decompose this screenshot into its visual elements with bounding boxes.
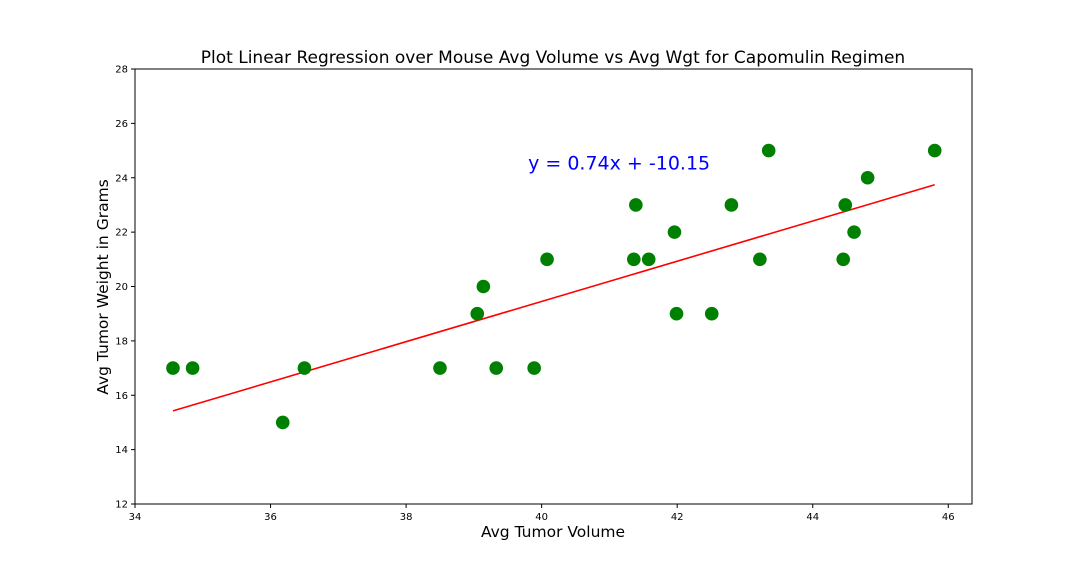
data-point — [836, 252, 851, 267]
x-tick-label: 46 — [942, 512, 955, 523]
y-tick-label: 12 — [115, 500, 128, 511]
regression-layer — [172, 183, 935, 412]
data-point — [753, 252, 767, 267]
data-point — [927, 143, 942, 158]
x-axis: 34 36 38 40 42 44 46 — [129, 504, 955, 523]
data-point — [540, 252, 554, 267]
x-tick-label: 36 — [264, 512, 277, 523]
data-point — [704, 306, 719, 321]
data-point — [860, 170, 875, 185]
y-tick-label: 22 — [115, 228, 128, 239]
data-point — [641, 252, 656, 267]
y-tick-label: 18 — [115, 336, 128, 347]
regression-line — [172, 183, 935, 412]
data-point — [629, 198, 643, 212]
y-tick-label: 14 — [115, 445, 128, 456]
data-point — [489, 361, 504, 375]
y-axis-label: Avg Tumor Weight in Grams — [94, 179, 112, 395]
x-tick-label: 40 — [535, 512, 548, 523]
x-tick-label: 34 — [129, 512, 142, 523]
x-tick-label: 42 — [671, 512, 684, 523]
data-point — [297, 361, 312, 375]
data-point — [275, 415, 290, 430]
x-tick-label: 38 — [400, 512, 413, 523]
data-point — [667, 225, 682, 239]
data-point — [433, 361, 447, 375]
data-point — [838, 198, 853, 212]
data-point — [669, 306, 684, 321]
data-point — [724, 198, 739, 212]
y-tick-label: 20 — [115, 282, 128, 293]
y-tick-label: 16 — [115, 391, 128, 402]
points-layer — [166, 143, 942, 430]
data-point — [476, 279, 491, 294]
chart-title: Plot Linear Regression over Mouse Avg Vo… — [201, 48, 905, 68]
y-axis: 12 14 16 18 20 22 24 26 28 — [115, 65, 135, 511]
regression-equation: y = 0.74x + -10.15 — [528, 153, 710, 175]
y-tick-label: 28 — [115, 65, 128, 76]
x-tick-label: 44 — [806, 512, 819, 523]
y-tick-label: 26 — [115, 119, 128, 130]
data-point — [627, 252, 641, 267]
data-point — [527, 361, 541, 375]
data-point — [185, 361, 200, 375]
y-tick-label: 24 — [115, 173, 128, 184]
x-axis-label: Avg Tumor Volume — [481, 523, 625, 541]
data-point — [761, 143, 776, 158]
data-point — [166, 361, 180, 375]
data-point — [847, 225, 861, 239]
data-point — [470, 306, 485, 321]
